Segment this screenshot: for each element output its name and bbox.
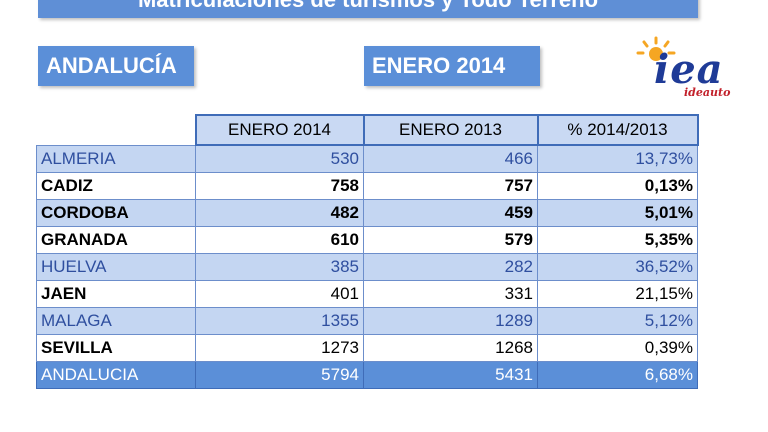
total-2014: 5794 <box>195 361 364 389</box>
value-2013: 466 <box>363 144 538 173</box>
page-title: Matriculaciones de turismos y Todo Terre… <box>138 0 598 12</box>
registrations-table: ENERO 2014 ENERO 2013 % 2014/2013 ALMERI… <box>36 114 699 389</box>
value-2014: 401 <box>195 280 364 308</box>
column-header-2013: ENERO 2013 <box>362 114 539 146</box>
value-2013: 1268 <box>363 334 538 362</box>
table-row: CORDOBA 482 459 5,01% <box>36 199 698 227</box>
region-label-text: ANDALUCÍA <box>46 53 177 78</box>
table-row: SEVILLA 1273 1268 0,39% <box>36 334 698 362</box>
table-row: ALMERIA 530 466 13,73% <box>36 144 698 173</box>
value-percent: 0,13% <box>537 172 698 200</box>
iea-logo: iea ideauto <box>624 32 754 104</box>
province-name: CADIZ <box>36 172 196 200</box>
value-2014: 482 <box>195 199 364 227</box>
value-percent: 5,12% <box>537 307 698 335</box>
table-row: JAEN 401 331 21,15% <box>36 280 698 308</box>
total-percent: 6,68% <box>537 361 698 389</box>
value-2014: 1355 <box>195 307 364 335</box>
period-label-text: ENERO 2014 <box>372 53 506 78</box>
table-row: GRANADA 610 579 5,35% <box>36 226 698 254</box>
table-row: CADIZ 758 757 0,13% <box>36 172 698 200</box>
province-name: HUELVA <box>36 253 196 281</box>
value-percent: 0,39% <box>537 334 698 362</box>
value-2014: 1273 <box>195 334 364 362</box>
region-label: ANDALUCÍA <box>38 46 194 86</box>
value-percent: 5,01% <box>537 199 698 227</box>
header-blank-cell <box>36 115 196 146</box>
province-name: MALAGA <box>36 307 196 335</box>
value-2014: 758 <box>195 172 364 200</box>
value-2014: 385 <box>195 253 364 281</box>
sun-icon <box>636 36 676 61</box>
value-2013: 579 <box>363 226 538 254</box>
logo-subtitle: ideauto <box>684 86 731 99</box>
table-row: MALAGA 1355 1289 5,12% <box>36 307 698 335</box>
logo-brand: iea <box>654 46 724 93</box>
value-2013: 282 <box>363 253 538 281</box>
table-total-row: ANDALUCIA 5794 5431 6,68% <box>36 361 698 389</box>
table-header-row: ENERO 2014 ENERO 2013 % 2014/2013 <box>36 114 699 146</box>
value-percent: 36,52% <box>537 253 698 281</box>
province-name: SEVILLA <box>36 334 196 362</box>
province-name: ALMERIA <box>36 144 196 173</box>
total-name: ANDALUCIA <box>36 361 196 389</box>
value-2014: 610 <box>195 226 364 254</box>
province-name: CORDOBA <box>36 199 196 227</box>
value-2013: 1289 <box>363 307 538 335</box>
province-name: JAEN <box>36 280 196 308</box>
province-name: GRANADA <box>36 226 196 254</box>
value-percent: 5,35% <box>537 226 698 254</box>
column-header-percent: % 2014/2013 <box>536 114 699 146</box>
table-row: HUELVA 385 282 36,52% <box>36 253 698 281</box>
value-2014: 530 <box>195 144 364 173</box>
value-percent: 13,73% <box>537 144 698 173</box>
value-percent: 21,15% <box>537 280 698 308</box>
title-banner: Matriculaciones de turismos y Todo Terre… <box>38 0 698 18</box>
value-2013: 331 <box>363 280 538 308</box>
value-2013: 459 <box>363 199 538 227</box>
period-label: ENERO 2014 <box>364 46 540 86</box>
column-header-2014: ENERO 2014 <box>194 114 365 146</box>
value-2013: 757 <box>363 172 538 200</box>
total-2013: 5431 <box>363 361 538 389</box>
